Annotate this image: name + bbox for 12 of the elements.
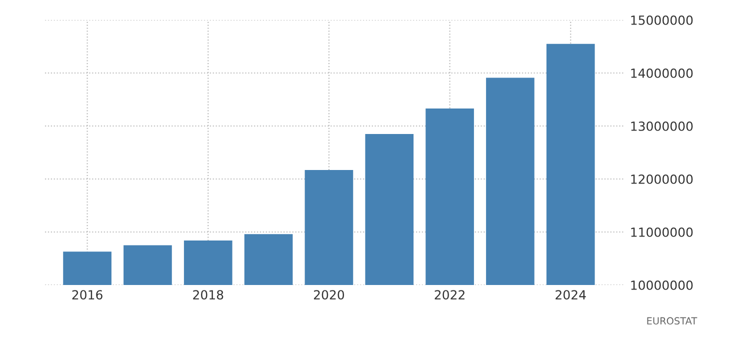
y-tick-label: 12000000 (631, 174, 693, 184)
y-tick-label: 10000000 (631, 280, 693, 290)
x-tick-label: 2022 (434, 290, 464, 300)
x-tick-label: 2024 (556, 290, 586, 300)
y-tick-label: 15000000 (631, 15, 693, 25)
x-tick-label: 2020 (314, 290, 344, 300)
x-tick-label: 2018 (193, 290, 224, 300)
x-tick-label: 2016 (72, 290, 102, 300)
y-tick-label: 11000000 (631, 227, 693, 237)
text: EUROSTAT (647, 317, 698, 325)
y-tick-label: 14000000 (631, 68, 693, 78)
y-tick-label: 13000000 (631, 121, 693, 131)
